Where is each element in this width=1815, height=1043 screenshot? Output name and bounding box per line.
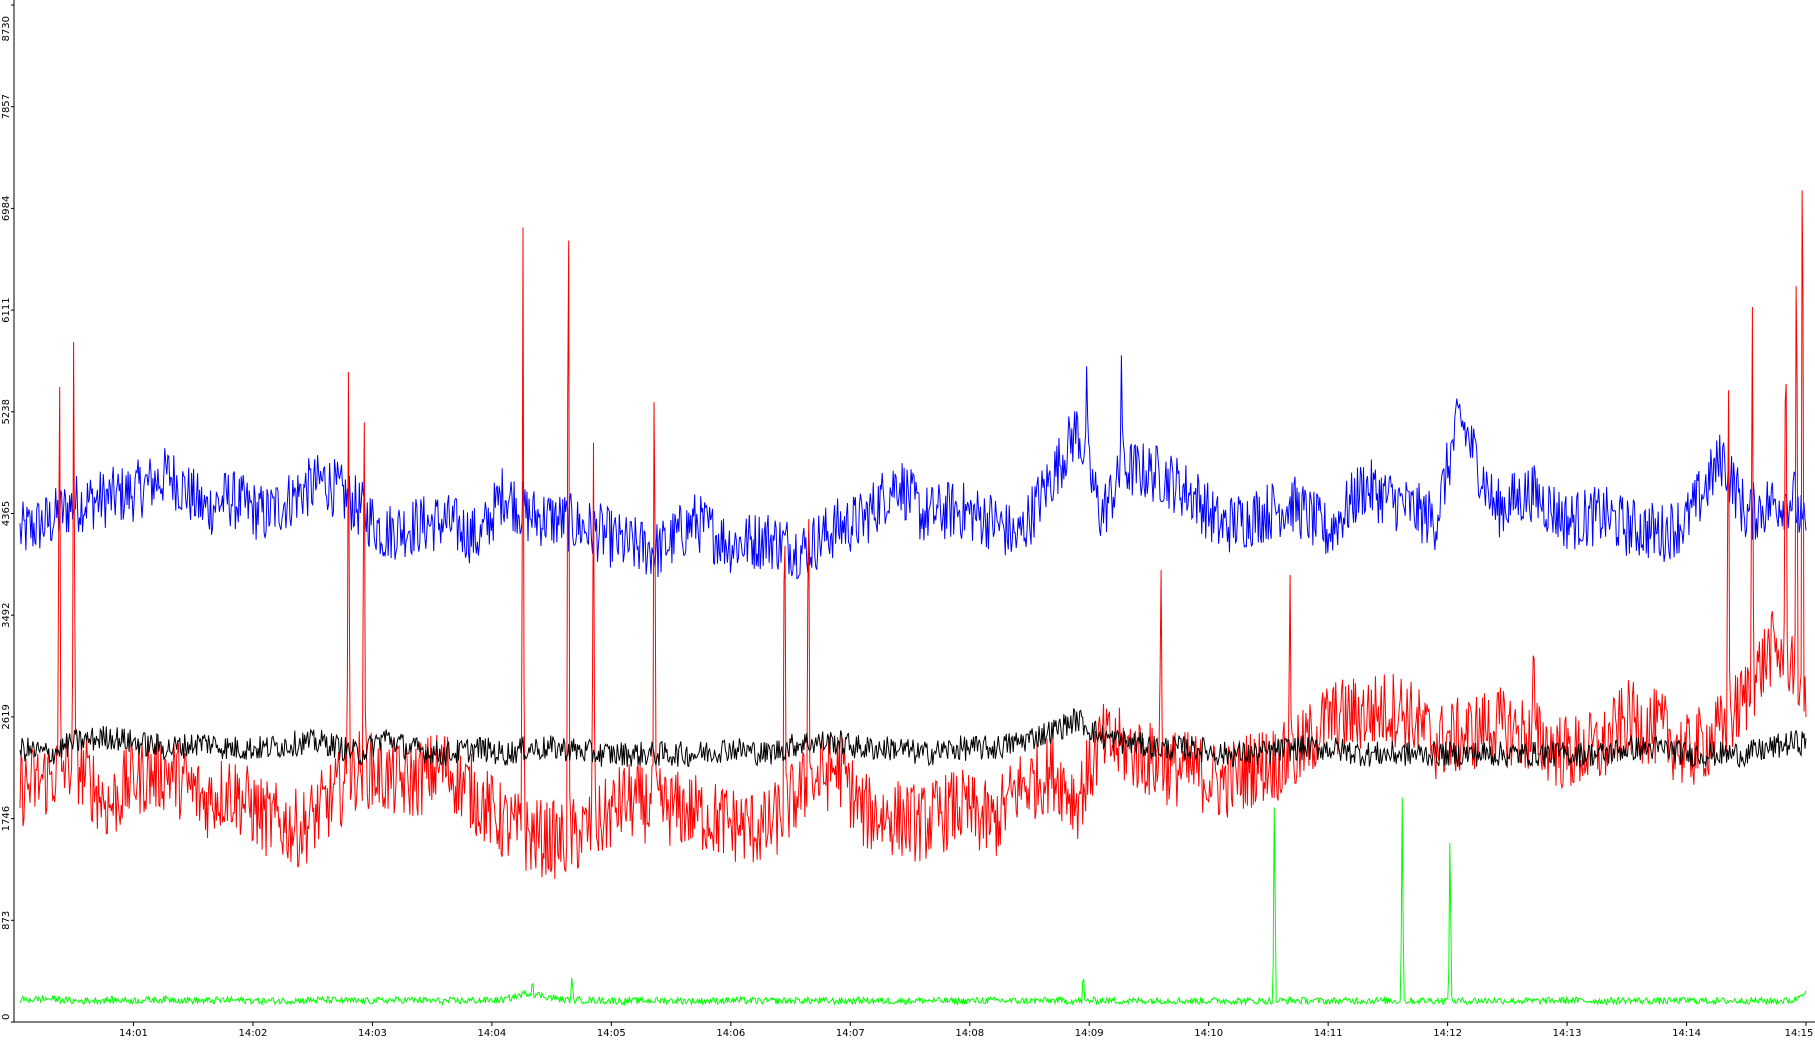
y-tick-label: 5238	[1, 399, 12, 424]
x-tick-label: 14:15	[1785, 1028, 1814, 1039]
y-tick-label: 6111	[1, 297, 12, 322]
y-tick-label: 6984	[1, 196, 12, 221]
x-tick-label: 14:12	[1433, 1028, 1462, 1039]
y-tick-label: 3492	[1, 602, 12, 627]
y-tick-label: 4365	[1, 501, 12, 526]
series-layer	[19, 190, 1807, 1007]
y-tick-label: 1746	[1, 806, 12, 831]
series-line-3	[19, 707, 1807, 769]
y-tick-label: 873	[1, 911, 12, 930]
x-tick-label: 14:06	[716, 1028, 745, 1039]
x-axis: 14:01 14:02 14:03 14:04 14:05 14:06 14:07 14:08…	[119, 1022, 1813, 1039]
y-tick-label: 0	[1, 1014, 12, 1020]
series-line-1	[19, 355, 1807, 580]
x-tick-label: 14:05	[597, 1028, 626, 1039]
x-tick-label: 14:04	[477, 1028, 506, 1039]
x-tick-label: 14:03	[358, 1028, 387, 1039]
y-tick-label: 2619	[1, 704, 12, 729]
x-tick-label: 14:02	[239, 1028, 268, 1039]
x-tick-label: 14:07	[836, 1028, 865, 1039]
x-tick-label: 14:01	[119, 1028, 148, 1039]
y-axis: 0 873 1746 2619 3492 4365 5238 6111 6984 7857 8730	[1, 4, 14, 1023]
y-tick-label: 7857	[1, 94, 12, 119]
x-tick-label: 14:14	[1672, 1028, 1701, 1039]
y-tick-label: 8730	[1, 16, 12, 41]
x-tick-label: 14:11	[1314, 1028, 1343, 1039]
x-tick-label: 14:13	[1553, 1028, 1582, 1039]
x-tick-label: 14:08	[955, 1028, 984, 1039]
x-tick-label: 14:09	[1075, 1028, 1104, 1039]
series-line-4	[19, 797, 1807, 1007]
x-tick-label: 14:10	[1194, 1028, 1223, 1039]
series-line-2	[19, 190, 1807, 880]
